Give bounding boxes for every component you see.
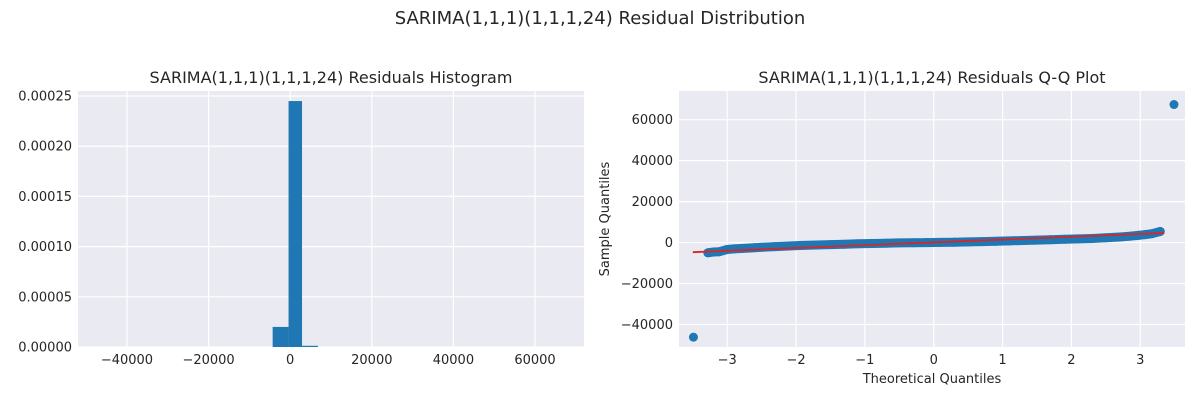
qq-point [722, 245, 732, 255]
histogram-bar [288, 101, 303, 347]
y-tick-label: −20000 [621, 277, 673, 292]
x-tick-label: 1 [998, 353, 1006, 368]
x-tick-label: 0 [930, 353, 938, 368]
qq-point [1125, 231, 1135, 241]
y-tick-label: 60000 [632, 113, 673, 128]
plot-area [78, 91, 584, 347]
y-tick-label: 0.00020 [18, 140, 72, 155]
qq-point [1018, 236, 1028, 246]
qq-point [1032, 235, 1042, 245]
x-tick-label: −1 [855, 353, 874, 368]
y-tick-label: 20000 [632, 195, 673, 210]
x-tick-label: −3 [718, 353, 737, 368]
x-tick-label: 60000 [514, 353, 555, 368]
qq-point [1155, 226, 1165, 236]
qq-point [963, 237, 973, 247]
y-tick-label: −40000 [621, 318, 673, 333]
qq-point [1004, 236, 1014, 246]
qq-point [825, 240, 835, 250]
qq-point [977, 237, 987, 247]
y-tick-label: 0.00010 [18, 240, 72, 255]
histogram-bar [272, 326, 289, 347]
qq-point [853, 239, 863, 249]
x-tick-label: −20000 [182, 353, 234, 368]
histogram-panel: −40000 −20000 0 20000 40000 60000 0.00000 0.000… [18, 68, 584, 368]
qq-point [688, 332, 698, 342]
marks [272, 101, 318, 347]
y-tick-label: 0.00015 [18, 190, 72, 205]
x-tick-label: 40000 [433, 353, 474, 368]
x-tick-label: 0 [286, 353, 294, 368]
qq-point [757, 242, 767, 252]
x-axis-label: Theoretical Quantiles [862, 372, 1002, 387]
x-tick-label: −40000 [101, 353, 153, 368]
qq-reference-line [692, 232, 1165, 254]
qq-point [1169, 100, 1179, 110]
histogram-bar [302, 345, 318, 347]
qq-point [812, 240, 822, 250]
x-tick-label: −2 [786, 353, 805, 368]
marks [688, 100, 1179, 342]
y-tick-label: 40000 [632, 154, 673, 169]
y-tick-label: 0.00000 [18, 341, 72, 356]
x-tick-label: 2 [1067, 353, 1075, 368]
qq-plot-panel: −3 −2 −1 0 1 2 3 −40000 −20000 0 20000 40000 60000 SA… [598, 68, 1185, 387]
qq-point [867, 238, 877, 248]
x-tick-label: 3 [1136, 353, 1144, 368]
y-tick-label: 0 [665, 236, 673, 251]
y-tick-label: 0.00025 [18, 90, 72, 105]
y-tick-label: 0.00005 [18, 290, 72, 305]
qq-point [839, 239, 849, 249]
qq-point [881, 238, 891, 248]
chart-title: SARIMA(1,1,1)(1,1,1,24) Residuals Histog… [150, 68, 513, 87]
qq-point [991, 236, 1001, 246]
figure-title: SARIMA(1,1,1)(1,1,1,24) Residual Distrib… [395, 8, 806, 29]
chart-title: SARIMA(1,1,1)(1,1,1,24) Residuals Q-Q Pl… [758, 68, 1105, 87]
plot-area [679, 91, 1185, 347]
x-tick-label: 20000 [351, 353, 392, 368]
y-axis-label: Sample Quantiles [598, 161, 613, 276]
